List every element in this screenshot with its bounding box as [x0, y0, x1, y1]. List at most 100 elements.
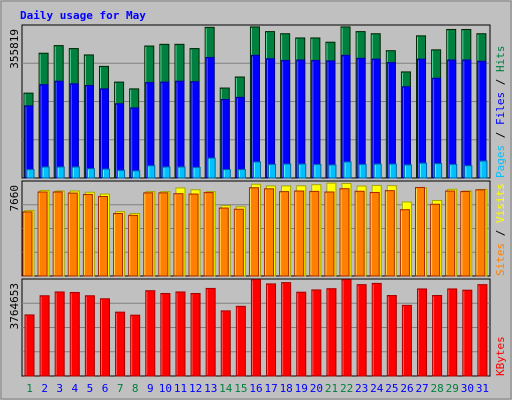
x-tick-day-12: 12 [189, 382, 202, 395]
bar-pages-day-7 [117, 169, 126, 179]
bar-sites-day-17 [264, 188, 275, 277]
bar-pages-day-8 [132, 170, 141, 179]
chart-title: Daily usage for May [20, 9, 146, 22]
x-tick-day-6: 6 [102, 382, 109, 395]
x-tick-day-25: 25 [385, 382, 398, 395]
bar-pages-day-30 [464, 165, 473, 179]
bar-pages-day-31 [479, 160, 488, 179]
bar-sites-day-25 [384, 190, 395, 277]
bar-pages-day-12 [192, 166, 201, 179]
ymax-label: 355819 [8, 29, 21, 69]
x-tick-day-15: 15 [234, 382, 247, 395]
bar-kbytes-day-2 [39, 295, 50, 377]
legend-visits: Visits [494, 183, 507, 223]
bar-sites-day-5 [82, 193, 93, 277]
x-tick-day-22: 22 [340, 382, 353, 395]
bar-pages-day-9 [147, 165, 156, 179]
x-tick-day-2: 2 [41, 382, 48, 395]
x-tick-day-16: 16 [249, 382, 262, 395]
bar-sites-day-27 [415, 186, 426, 277]
bar-kbytes-day-19 [296, 291, 307, 377]
bar-kbytes-day-31 [477, 284, 488, 377]
bar-sites-day-10 [158, 192, 169, 277]
bar-pages-day-14 [222, 169, 231, 179]
x-tick-day-7: 7 [117, 382, 124, 395]
bar-kbytes-day-11 [175, 291, 186, 377]
legend-separator: / [494, 223, 507, 243]
x-tick-day-11: 11 [174, 382, 187, 395]
legend-separator: / [494, 72, 507, 92]
bar-pages-day-19 [298, 163, 307, 179]
bar-kbytes-day-16 [250, 279, 261, 377]
x-tick-day-31: 31 [476, 382, 489, 395]
x-tick-day-3: 3 [56, 382, 63, 395]
panel-visits-sites: 7660 [8, 180, 491, 277]
x-tick-day-20: 20 [310, 382, 323, 395]
bar-kbytes-day-4 [69, 291, 80, 377]
legend-pages: Pages [494, 145, 507, 178]
bar-sites-day-28 [430, 203, 441, 277]
bar-sites-day-21 [324, 191, 335, 277]
bar-pages-day-5 [86, 168, 95, 179]
bar-kbytes-day-7 [115, 311, 126, 377]
bar-kbytes-day-20 [311, 289, 322, 377]
bar-sites-day-15 [233, 208, 244, 277]
x-tick-day-19: 19 [295, 382, 308, 395]
x-tick-day-26: 26 [400, 382, 413, 395]
bar-sites-day-9 [143, 192, 154, 277]
bar-sites-day-4 [67, 192, 78, 277]
legend-kbytes: KBytes [494, 336, 507, 376]
bar-kbytes-day-29 [447, 288, 458, 377]
legend-hits: Hits [494, 46, 507, 73]
x-tick-day-23: 23 [355, 382, 368, 395]
bar-kbytes-day-3 [54, 291, 65, 377]
legend-visits-sites: Sites / Visits [494, 183, 507, 276]
x-tick-day-29: 29 [446, 382, 459, 395]
bar-pages-day-17 [268, 163, 277, 179]
bar-sites-day-14 [218, 207, 229, 277]
panel-kbytes: 3764653 [8, 278, 491, 377]
bar-pages-day-11 [177, 166, 186, 179]
legend-files: Files [494, 92, 507, 125]
bar-pages-day-23 [358, 163, 367, 179]
bar-kbytes-day-14 [220, 310, 231, 377]
bar-kbytes-day-12 [190, 292, 201, 377]
ymax-label: 7660 [8, 185, 21, 212]
panel-hits-files-pages: 355819 [8, 24, 491, 179]
bar-sites-day-31 [475, 189, 486, 277]
x-tick-day-10: 10 [159, 382, 172, 395]
bar-pages-day-10 [162, 166, 171, 179]
bar-sites-day-30 [460, 190, 471, 277]
bar-kbytes-day-24 [371, 282, 382, 377]
bar-pages-day-20 [313, 163, 322, 179]
bar-kbytes-day-18 [281, 282, 292, 377]
x-tick-day-9: 9 [147, 382, 154, 395]
bar-sites-day-6 [97, 195, 108, 277]
bar-sites-day-7 [113, 212, 124, 277]
bar-kbytes-day-17 [266, 283, 277, 377]
bar-sites-day-20 [309, 190, 320, 277]
bar-kbytes-day-15 [235, 305, 246, 377]
bar-sites-day-16 [248, 187, 259, 277]
bar-pages-day-15 [237, 169, 246, 179]
bar-kbytes-day-21 [326, 288, 337, 377]
bar-kbytes-day-26 [401, 304, 412, 377]
x-tick-day-24: 24 [370, 382, 384, 395]
x-tick-day-28: 28 [431, 382, 444, 395]
bar-sites-day-12 [188, 193, 199, 277]
bar-kbytes-day-8 [130, 314, 141, 377]
bar-kbytes-day-28 [432, 295, 443, 377]
bar-sites-day-3 [52, 191, 63, 277]
bar-sites-day-11 [173, 193, 184, 277]
bar-sites-day-2 [37, 191, 48, 277]
bar-kbytes-day-27 [417, 288, 428, 377]
bar-sites-day-18 [279, 191, 290, 277]
bar-pages-day-22 [343, 161, 352, 179]
bar-pages-day-28 [434, 163, 443, 179]
bar-sites-day-19 [294, 190, 305, 277]
x-tick-day-14: 14 [219, 382, 233, 395]
x-tick-day-18: 18 [280, 382, 293, 395]
bar-sites-day-8 [128, 214, 139, 277]
